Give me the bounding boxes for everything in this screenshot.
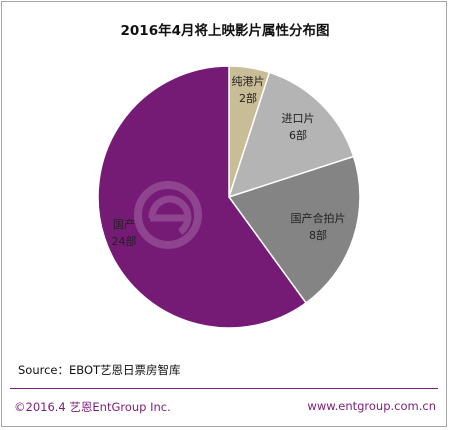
pie-slice-4: [97, 65, 308, 329]
slice-name-label: 国产合拍片: [291, 211, 346, 225]
slice-name-label: 国产: [113, 217, 135, 231]
slice-value-label: 8部: [309, 228, 327, 242]
footer-divider: [10, 388, 438, 389]
pie-slice-3: [227, 155, 361, 305]
slice-name-label: 进口片: [282, 112, 315, 125]
footer-website: www.entgroup.com.cn: [307, 399, 436, 413]
slice-value-label: 24部: [112, 234, 137, 248]
slice-name-label: 纯港片: [232, 75, 265, 88]
source-note: Source：EBOT艺恩日票房智库: [18, 363, 181, 377]
slice-value-label: 2部: [239, 91, 257, 105]
footer-copyright: ©2016.4 艺恩EntGroup Inc.: [14, 400, 171, 414]
pie-slices: [97, 65, 361, 329]
watermark-logo: [134, 181, 202, 249]
chart-title: 2016年4月将上映影片属性分布图: [120, 23, 330, 39]
slice-value-label: 6部: [289, 128, 307, 142]
